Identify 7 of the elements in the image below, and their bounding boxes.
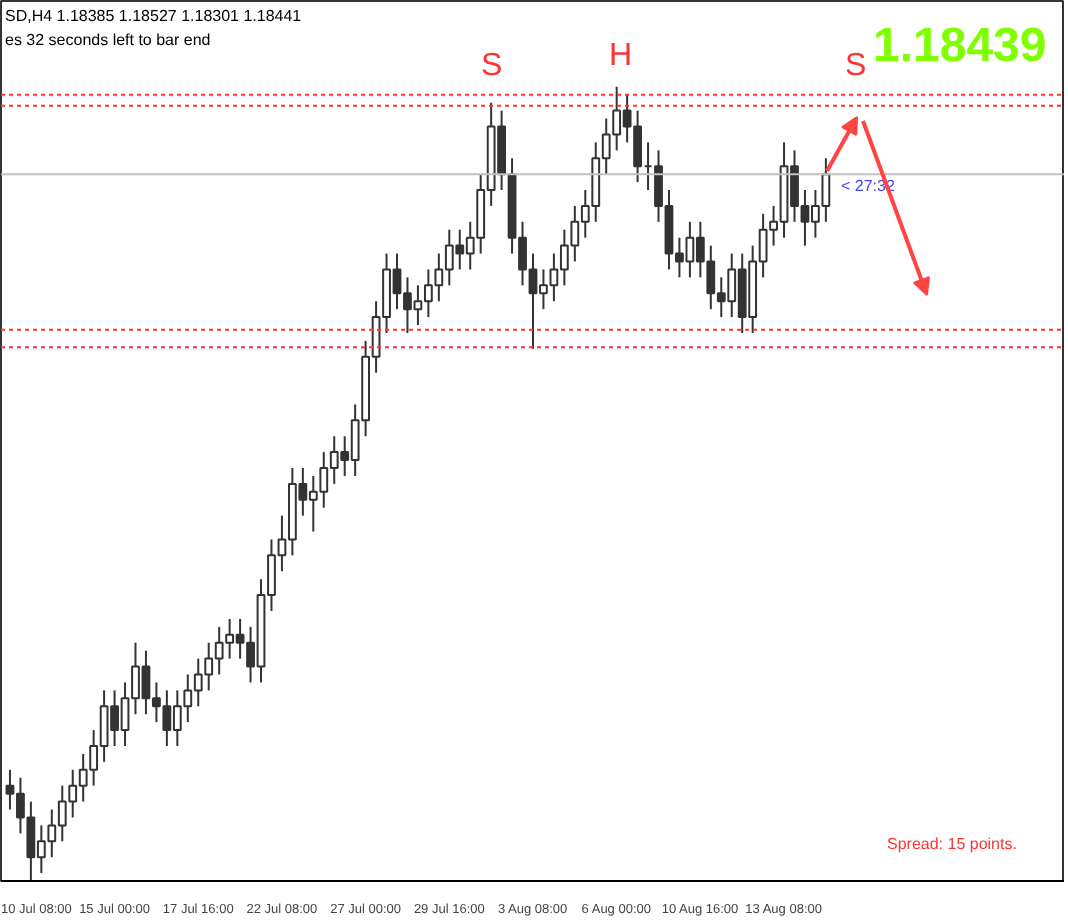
text: S [845,49,867,83]
text: Spread: 15 points. [887,835,1017,853]
text: SD,H4 1.18385 1.18527 1.18301 1.18441 [5,7,303,25]
text: S [481,49,503,83]
text: H [609,39,633,73]
text: es 32 seconds left to bar end [5,31,211,49]
text: 1.18439 [873,19,1047,73]
